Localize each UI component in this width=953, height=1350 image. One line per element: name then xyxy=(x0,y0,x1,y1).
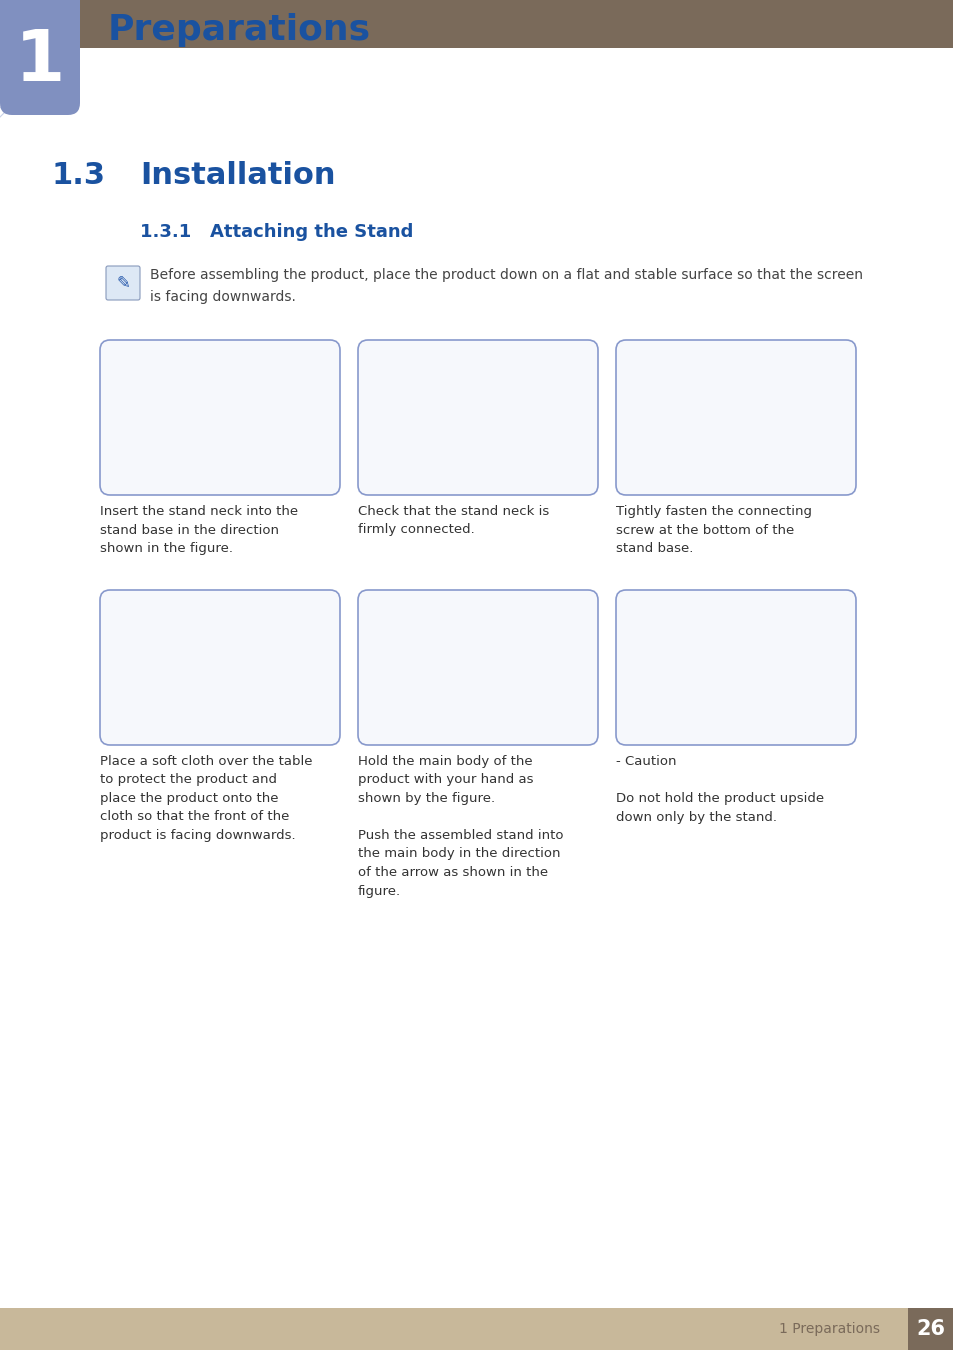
Text: 1 Preparations: 1 Preparations xyxy=(779,1322,879,1336)
Text: 26: 26 xyxy=(916,1319,944,1339)
Text: Place a soft cloth over the table
to protect the product and
place the product o: Place a soft cloth over the table to pro… xyxy=(100,755,313,842)
FancyBboxPatch shape xyxy=(100,340,339,495)
Bar xyxy=(0,0,80,49)
Text: 1.3.1   Attaching the Stand: 1.3.1 Attaching the Stand xyxy=(140,223,413,242)
Text: Before assembling the product, place the product down on a flat and stable surfa: Before assembling the product, place the… xyxy=(150,269,862,304)
Text: Preparations: Preparations xyxy=(108,14,371,47)
Text: Check that the stand neck is
firmly connected.: Check that the stand neck is firmly conn… xyxy=(357,505,549,536)
Text: Insert the stand neck into the
stand base in the direction
shown in the figure.: Insert the stand neck into the stand bas… xyxy=(100,505,297,555)
Bar xyxy=(907,1308,953,1350)
Text: Installation: Installation xyxy=(140,161,335,189)
Text: 1: 1 xyxy=(15,27,65,96)
FancyBboxPatch shape xyxy=(357,590,598,745)
Bar xyxy=(0,1308,953,1350)
Text: Tightly fasten the connecting
screw at the bottom of the
stand base.: Tightly fasten the connecting screw at t… xyxy=(616,505,811,555)
FancyBboxPatch shape xyxy=(616,590,855,745)
Text: - Caution

Do not hold the product upside
down only by the stand.: - Caution Do not hold the product upside… xyxy=(616,755,823,824)
FancyBboxPatch shape xyxy=(106,266,140,300)
FancyBboxPatch shape xyxy=(357,340,598,495)
Bar xyxy=(0,0,953,49)
FancyBboxPatch shape xyxy=(0,0,80,115)
FancyBboxPatch shape xyxy=(100,590,339,745)
Text: Hold the main body of the
product with your hand as
shown by the figure.

Push t: Hold the main body of the product with y… xyxy=(357,755,563,898)
Text: 1.3: 1.3 xyxy=(52,161,106,189)
Text: ✎: ✎ xyxy=(116,274,130,292)
FancyBboxPatch shape xyxy=(616,340,855,495)
